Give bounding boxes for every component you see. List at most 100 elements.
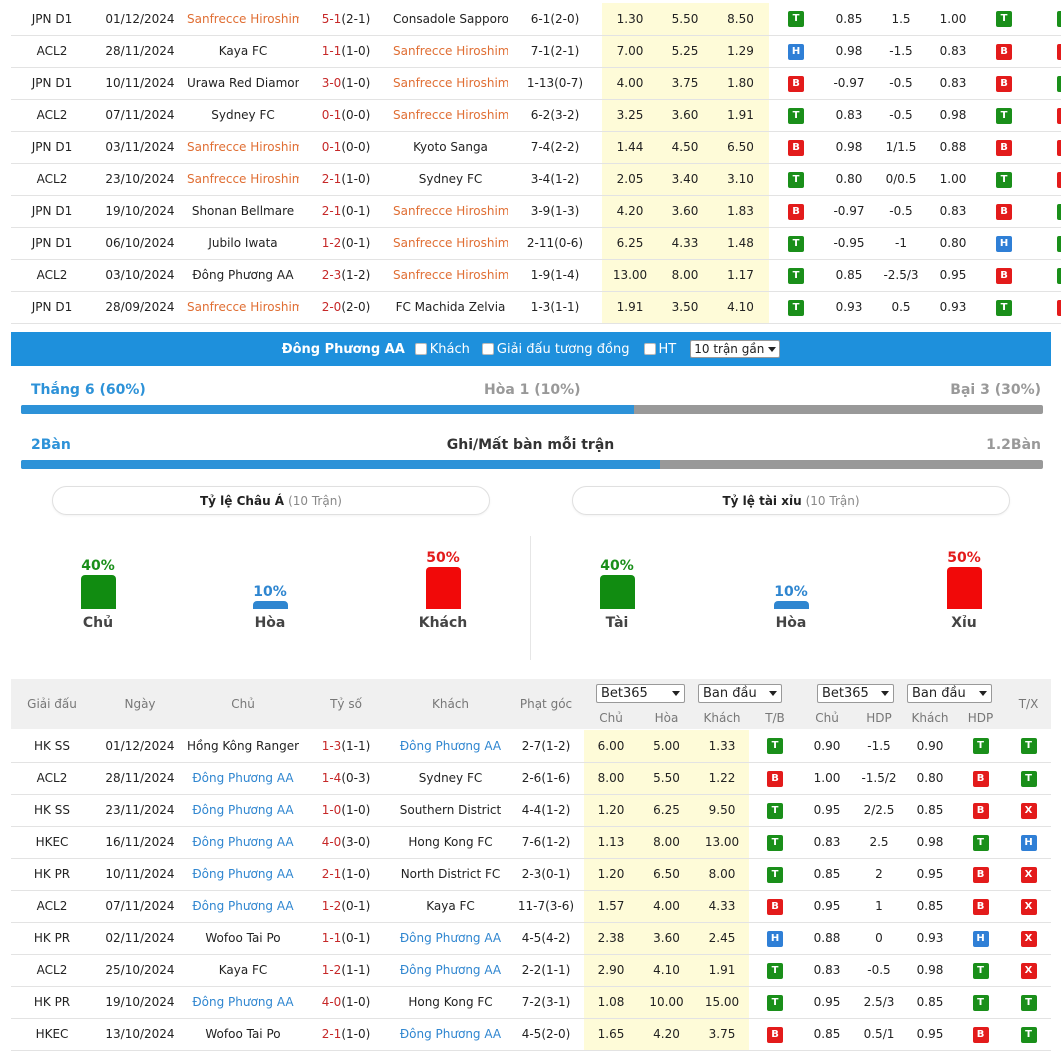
header-corners: Phạt góc bbox=[519, 697, 573, 711]
away-team-cell[interactable]: Hong Kong FC bbox=[393, 986, 508, 1019]
hdp-cell: -0.5 bbox=[853, 954, 905, 987]
home-team-cell[interactable]: Đông Phương AA bbox=[187, 890, 299, 923]
away-team-cell[interactable]: Consadole Sapporo bbox=[393, 3, 508, 36]
odds-result-cell: T bbox=[749, 826, 801, 859]
home-team-cell[interactable]: Đông Phương AA bbox=[187, 259, 299, 292]
handicap-type-select[interactable]: Ban đầu bbox=[907, 684, 992, 703]
home-team-cell[interactable]: Kaya FC bbox=[187, 954, 299, 987]
away-team-cell[interactable]: Đông Phương AA bbox=[393, 922, 508, 955]
odds-home-cell: 4.20 bbox=[602, 195, 658, 228]
home-team-cell[interactable]: Urawa Red Diamonds bbox=[187, 67, 299, 100]
away-team-cell[interactable]: Sanfrecce Hiroshima bbox=[393, 259, 508, 292]
away-team-cell[interactable]: Sydney FC bbox=[393, 163, 508, 196]
result-badge: T bbox=[1020, 1026, 1037, 1043]
home-team-cell[interactable]: Sanfrecce Hiroshima bbox=[187, 131, 299, 164]
header-hdp-home: Chủ bbox=[815, 711, 839, 725]
away-team-cell[interactable]: Sanfrecce Hiroshima bbox=[393, 35, 508, 68]
odds-result-cell: T bbox=[749, 954, 801, 987]
home-team-cell[interactable]: Đông Phương AA bbox=[187, 826, 299, 859]
fulltime-score: 3-0 bbox=[321, 76, 342, 90]
odds-bookmaker-select[interactable]: Bet365 bbox=[596, 684, 685, 703]
over-under-title-pill: Tỷ lệ tài xỉu (10 Trận) bbox=[572, 486, 1010, 515]
away-checkbox[interactable]: Khách bbox=[414, 342, 470, 357]
ht-checkbox[interactable]: HT bbox=[643, 342, 676, 357]
home-team-cell[interactable]: Shonan Bellmare bbox=[187, 195, 299, 228]
corners-cell: 7-4(2-2) bbox=[508, 131, 602, 164]
odds-home-cell: 1.20 bbox=[584, 858, 638, 891]
away-team-cell[interactable]: Sanfrecce Hiroshima bbox=[393, 99, 508, 132]
home-team-cell[interactable]: Jubilo Iwata bbox=[187, 227, 299, 260]
same-league-checkbox[interactable]: Giải đấu tương đồng bbox=[481, 342, 630, 357]
result-badge: B bbox=[972, 802, 989, 819]
home-team-cell[interactable]: Đông Phương AA bbox=[187, 986, 299, 1019]
league-cell: ACL2 bbox=[11, 954, 93, 987]
handicap-bookmaker-select[interactable]: Bet365 bbox=[817, 684, 894, 703]
corners-cell: 2-3(0-1) bbox=[508, 858, 584, 891]
hdp-result-cell: T bbox=[955, 986, 1006, 1019]
home-team-cell[interactable]: Đông Phương AA bbox=[187, 858, 299, 891]
odds-result-cell: H bbox=[769, 35, 823, 68]
away-team-cell[interactable]: Sanfrecce Hiroshima bbox=[393, 227, 508, 260]
away-team-cell[interactable]: Sanfrecce Hiroshima bbox=[393, 67, 508, 100]
away-team-cell[interactable]: Sanfrecce Hiroshima bbox=[393, 195, 508, 228]
ou-result-cell: X bbox=[1029, 131, 1061, 164]
hdp-away-cell: 0.95 bbox=[905, 858, 955, 891]
halftime-score: (1-2) bbox=[341, 268, 371, 282]
odds-home-cell: 8.00 bbox=[584, 762, 638, 795]
league-cell: HK PR bbox=[11, 858, 93, 891]
home-team-cell[interactable]: Đông Phương AA bbox=[187, 762, 299, 795]
score-cell: 1-1(1-0) bbox=[299, 35, 393, 68]
home-team-cell[interactable]: Sydney FC bbox=[187, 99, 299, 132]
away-team-cell[interactable]: Hong Kong FC bbox=[393, 826, 508, 859]
result-badge: T bbox=[767, 866, 783, 883]
away-team-cell[interactable]: Kaya FC bbox=[393, 890, 508, 923]
table-row: HK PR 19/10/2024 Đông Phương AA 4-0(1-0) Hon… bbox=[11, 986, 1051, 1019]
home-team-cell[interactable]: Đông Phương AA bbox=[187, 794, 299, 827]
odds-home-cell: 6.25 bbox=[602, 227, 658, 260]
home-team-cell[interactable]: Sanfrecce Hiroshima bbox=[187, 163, 299, 196]
recent-matches-select[interactable]: 10 trận gần bbox=[690, 340, 781, 358]
fulltime-score: 0-1 bbox=[321, 108, 342, 122]
halftime-score: (1-0) bbox=[341, 867, 371, 881]
odds-result-cell: T bbox=[769, 3, 823, 36]
filter-team-name: Đông Phương AA bbox=[281, 341, 405, 357]
away-team-cell[interactable]: Đông Phương AA bbox=[393, 1018, 508, 1051]
away-team-cell[interactable]: North District FC bbox=[393, 858, 508, 891]
hdp-result-cell: T bbox=[979, 163, 1029, 196]
result-badge: T bbox=[1057, 235, 1061, 252]
score-cell: 1-2(1-1) bbox=[299, 954, 393, 987]
away-team-cell[interactable]: Sydney FC bbox=[393, 762, 508, 795]
hdp-away-cell: 0.90 bbox=[905, 730, 955, 763]
home-team-cell[interactable]: Sanfrecce Hiroshima bbox=[187, 291, 299, 324]
league-cell: HK SS bbox=[11, 794, 93, 827]
odds-draw-cell: 5.00 bbox=[638, 730, 695, 763]
section-divider bbox=[530, 536, 531, 660]
halftime-score: (0-1) bbox=[341, 899, 371, 913]
away-team-cell[interactable]: Đông Phương AA bbox=[393, 954, 508, 987]
hdp-away-cell: 0.85 bbox=[905, 794, 955, 827]
away-team-cell[interactable]: FC Machida Zelvia bbox=[393, 291, 508, 324]
home-team-cell[interactable]: Wofoo Tai Po bbox=[187, 1018, 299, 1051]
corners-cell: 7-6(1-2) bbox=[508, 826, 584, 859]
corners-cell: 6-2(3-2) bbox=[508, 99, 602, 132]
ou-over-pct: 40% bbox=[600, 558, 634, 574]
hdp-home-cell: 0.83 bbox=[823, 99, 875, 132]
away-team-cell[interactable]: Southern District bbox=[393, 794, 508, 827]
record-progress-bar bbox=[21, 405, 1043, 414]
odds-draw-cell: 3.60 bbox=[638, 922, 695, 955]
halftime-score: (1-1) bbox=[341, 738, 371, 753]
away-team-cell[interactable]: Đông Phương AA bbox=[393, 730, 508, 763]
home-team-cell[interactable]: Sanfrecce Hiroshima bbox=[187, 3, 299, 36]
odds-type-select[interactable]: Ban đầu bbox=[698, 684, 782, 703]
ou-under-column: 50% Xỉu bbox=[929, 550, 999, 631]
fulltime-score: 2-3 bbox=[321, 268, 342, 282]
away-team-cell[interactable]: Kyoto Sanga bbox=[393, 131, 508, 164]
date-cell: 16/11/2024 bbox=[93, 826, 187, 859]
asian-home-label: Chủ bbox=[82, 615, 114, 631]
home-team-cell[interactable]: Hồng Kông Rangers FC bbox=[187, 730, 299, 763]
odds-draw-cell: 4.33 bbox=[658, 227, 712, 260]
home-team-cell[interactable]: Wofoo Tai Po bbox=[187, 922, 299, 955]
home-team-cell[interactable]: Kaya FC bbox=[187, 35, 299, 68]
